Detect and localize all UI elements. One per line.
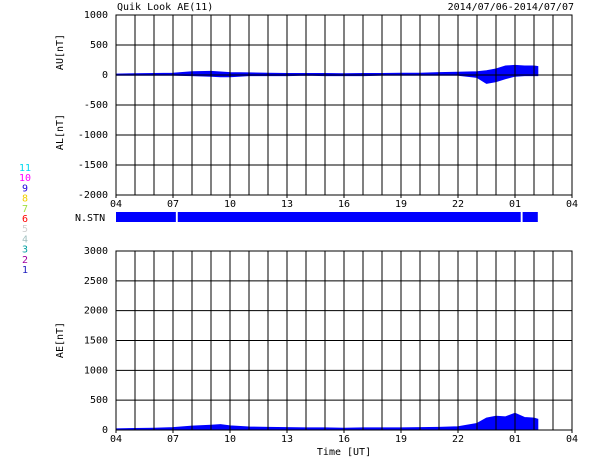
x-tick-label: 16 [338, 199, 350, 210]
coverage-label: N.STN [75, 213, 105, 224]
legend-entry: 3 [22, 245, 28, 256]
y-axis-label: AL[nT] [55, 114, 66, 150]
legend-entry: 9 [22, 183, 28, 194]
y-tick-label: -1500 [78, 160, 108, 171]
y-tick-label: 2500 [84, 276, 108, 287]
legend-entry: 10 [19, 173, 31, 184]
area [115, 412, 539, 431]
x-tick-label: 13 [281, 199, 293, 210]
y-tick-label: 1000 [84, 365, 108, 376]
y-tick-label: 0 [102, 425, 108, 436]
legend-entry: 1 [22, 265, 28, 276]
legend-entry: 11 [19, 163, 31, 174]
y-tick-label: 0 [102, 70, 108, 81]
y-tick-label: 3000 [84, 246, 108, 257]
x-tick-label: 10 [224, 199, 236, 210]
coverage-bar [522, 212, 538, 222]
y-tick-label: 500 [90, 395, 108, 406]
area [115, 74, 539, 84]
x-tick-label: 04 [566, 199, 578, 210]
x-tick-label: 04 [110, 199, 122, 210]
legend-entry: 4 [22, 234, 28, 245]
date-range: 2014/07/06-2014/07/07 [448, 2, 574, 13]
x-tick-label: 04 [110, 434, 122, 445]
x-axis-label: Time [UT] [317, 447, 371, 458]
chart-title: Quik Look AE(11) [117, 2, 213, 13]
coverage-bar [177, 212, 521, 222]
legend-entry: 7 [22, 204, 28, 215]
plot-frame [115, 14, 573, 196]
legend-entry: 6 [22, 214, 28, 225]
plot-frame [115, 250, 573, 431]
y-tick-label: -1000 [78, 130, 108, 141]
x-tick-label: 07 [167, 199, 179, 210]
x-tick-label: 07 [167, 434, 179, 445]
x-tick-label: 19 [395, 434, 407, 445]
legend-entry: 5 [22, 224, 28, 235]
x-tick-label: 19 [395, 199, 407, 210]
x-tick-label: 13 [281, 434, 293, 445]
x-tick-label: 04 [566, 434, 578, 445]
coverage-bar [116, 212, 176, 222]
area [115, 64, 539, 76]
x-tick-label: 01 [509, 434, 521, 445]
y-tick-label: 500 [90, 40, 108, 51]
legend-entry: 8 [22, 194, 28, 205]
y-tick-label: 2000 [84, 306, 108, 317]
y-tick-label: -2000 [78, 190, 108, 201]
y-axis-label: AE[nT] [55, 322, 66, 358]
y-tick-label: 1500 [84, 336, 108, 347]
y-tick-label: 1000 [84, 10, 108, 21]
y-tick-label: -500 [84, 100, 108, 111]
x-tick-label: 22 [452, 434, 464, 445]
legend-entry: 2 [22, 255, 28, 266]
x-tick-label: 22 [452, 199, 464, 210]
x-tick-label: 16 [338, 434, 350, 445]
x-tick-label: 01 [509, 199, 521, 210]
x-tick-label: 10 [224, 434, 236, 445]
y-axis-label: AU[nT] [55, 34, 66, 70]
